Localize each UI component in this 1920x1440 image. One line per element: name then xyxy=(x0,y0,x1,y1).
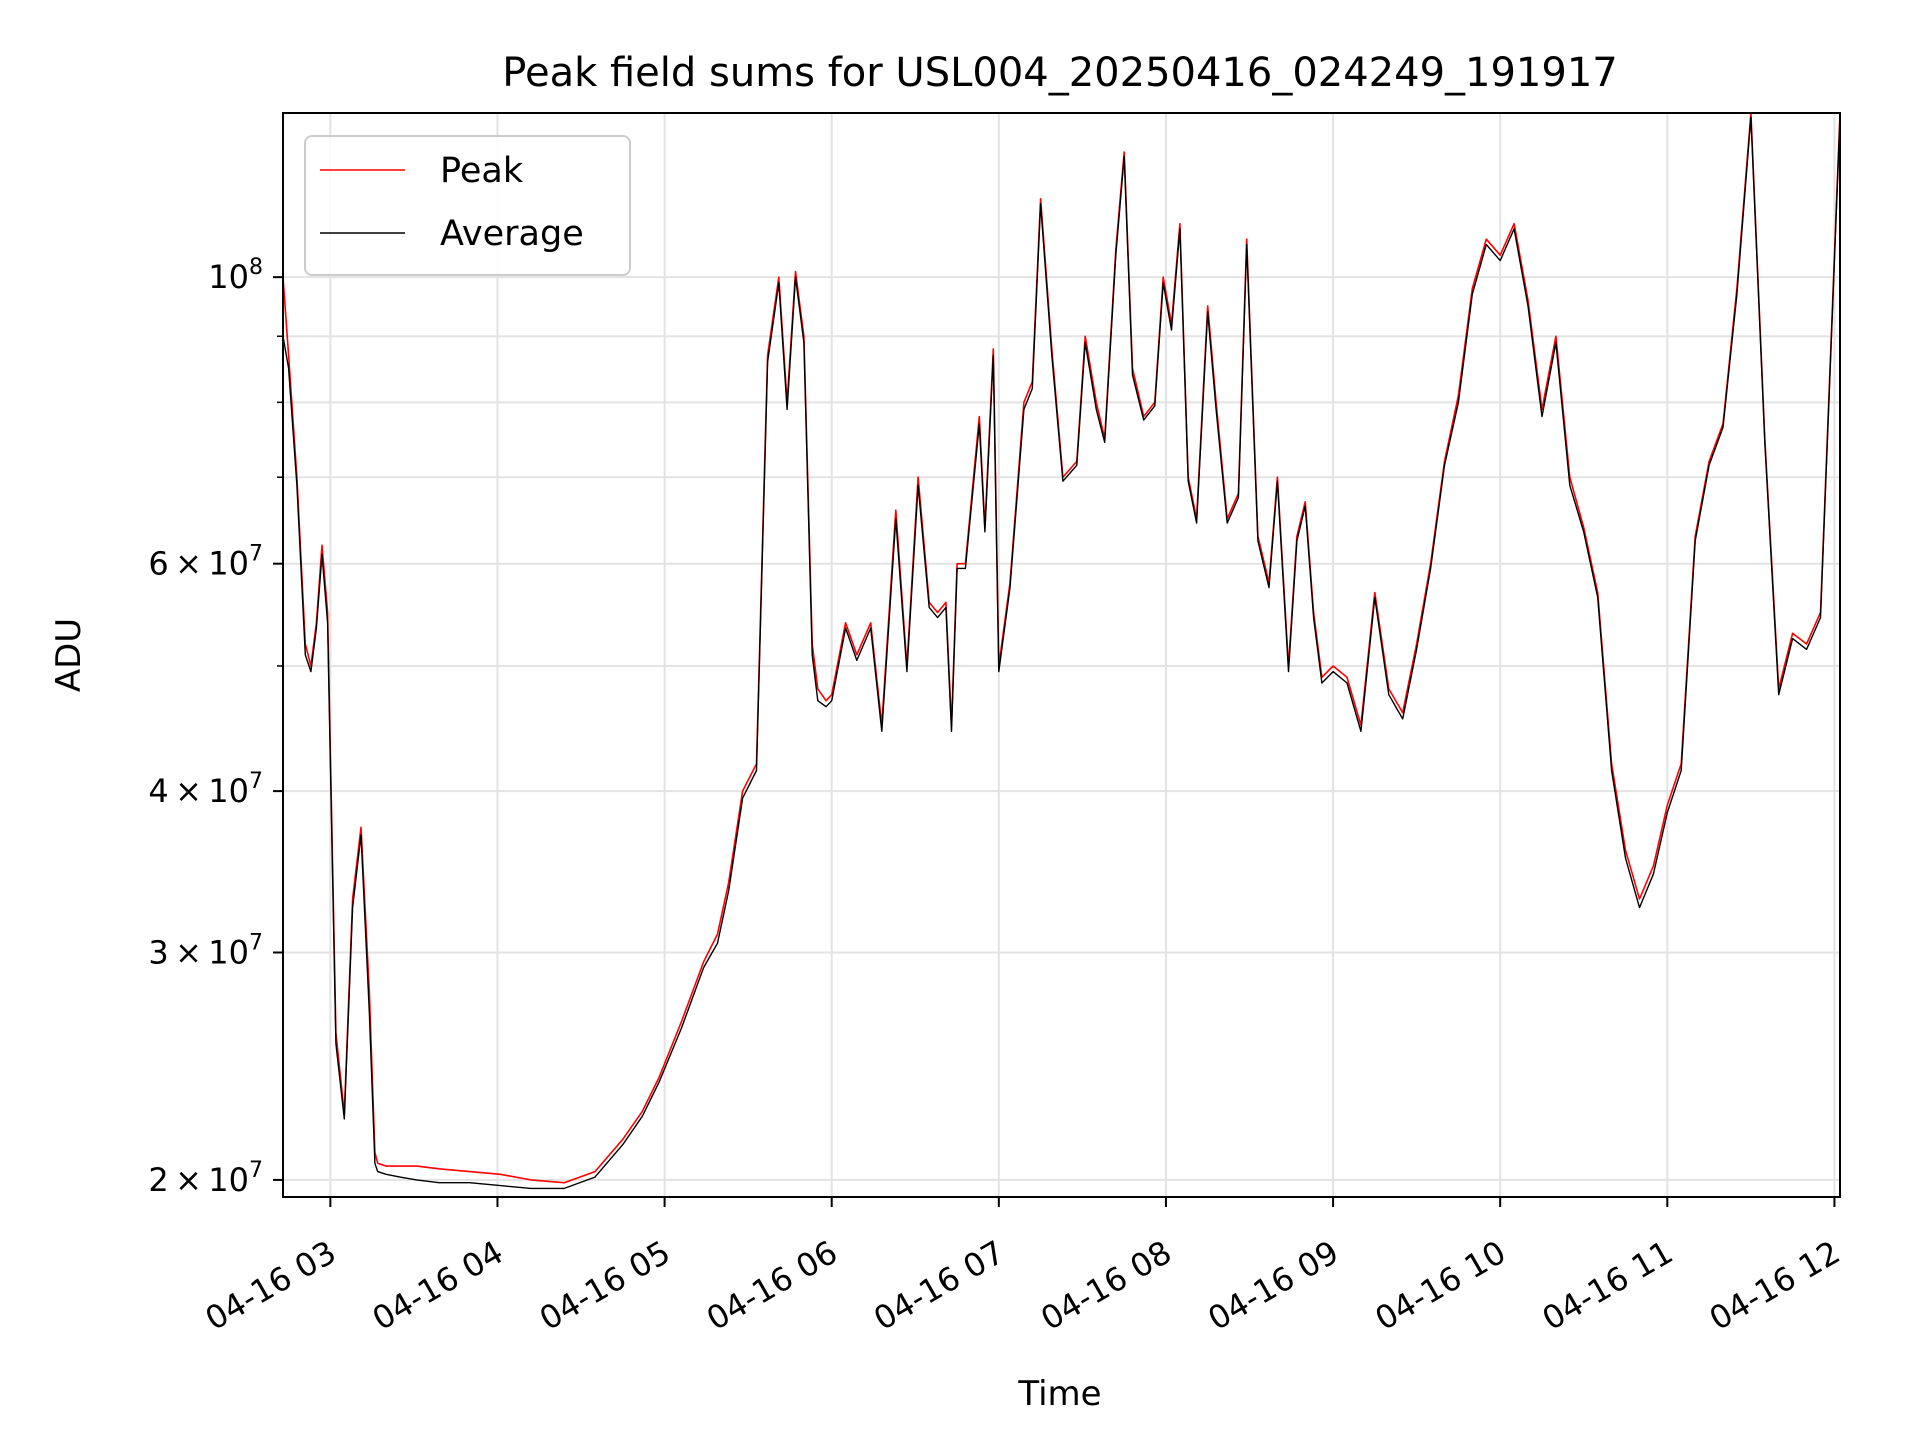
legend-average-label: Average xyxy=(440,214,584,254)
legend-peak-label: Peak xyxy=(440,151,524,191)
y-tick-label: 4 × 107 xyxy=(148,769,263,810)
y-tick-label: 6 × 107 xyxy=(148,542,263,583)
series-lines xyxy=(282,112,1841,1190)
y-axis-label: ADU xyxy=(49,618,89,692)
legend: Peak Average xyxy=(304,135,631,276)
y-tick-label: 3 × 107 xyxy=(148,930,263,971)
plot-frame xyxy=(282,112,1841,1198)
y-tick-label: 108 xyxy=(208,255,263,296)
series-line-average xyxy=(282,116,1841,1190)
x-axis-label: Time xyxy=(1017,1374,1101,1414)
y-axis-ticks: 2 × 107 3 × 107 4 × 107 6 × 107 108 xyxy=(148,255,283,1199)
y-tick-label: 2 × 107 xyxy=(148,1158,263,1199)
chart-title: Peak field sums for USL004_20250416_0242… xyxy=(502,50,1617,96)
